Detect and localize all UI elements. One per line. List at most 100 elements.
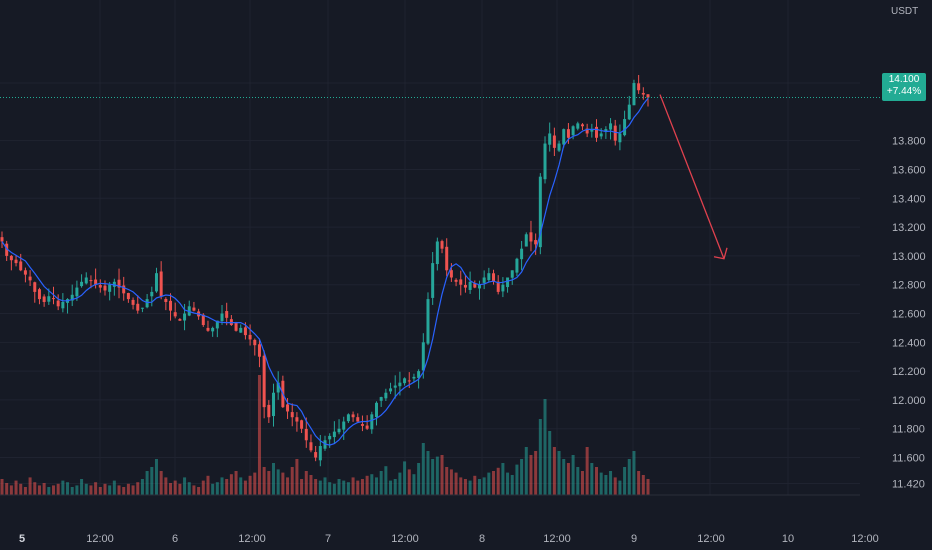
candle-body [272,392,276,417]
candle-body [211,327,215,332]
candle-body [346,414,350,422]
volume-bar [529,455,533,495]
volume-bar [164,477,168,495]
price-tick-label: 13.000 [892,251,926,263]
volume-bar [131,485,135,495]
time-tick-label: 8 [479,533,485,545]
price-tick-label: 13.400 [892,193,926,205]
candle-body [183,313,187,321]
volume-bar [23,487,27,495]
price-axis: 14.20013.80013.60013.40013.20013.00012.8… [892,78,926,490]
candle-body [28,276,32,281]
time-tick-label: 7 [325,533,331,545]
candle-body [239,327,243,333]
candle-body [70,294,74,301]
price-tick-label: 12.000 [892,395,926,407]
candle-body [623,119,627,136]
volume-bar [332,483,336,495]
volume-bar [417,463,421,495]
chart-grid [0,0,860,495]
candle-body [253,339,257,346]
volume-bar [150,467,154,495]
price-tick-label: 11.800 [892,424,925,436]
candle-body [599,133,603,137]
candle-body [225,311,229,318]
candle-body [482,277,486,283]
candle-body [178,319,182,321]
candle-body [23,270,27,275]
candle-body [220,313,224,321]
candle-body [576,123,580,129]
candle-body [473,283,477,288]
last-price-tag: 14.100 +7.44% [882,73,926,101]
price-tick-label: 12.400 [892,337,926,349]
volume-bar [365,475,369,495]
time-tick-label: 12:00 [543,533,571,545]
volume-bar [454,472,458,495]
volume-bar [412,474,416,495]
candle-body [515,258,519,273]
candle-body [342,421,346,430]
volume-bar [403,461,407,495]
candle-body [468,281,472,290]
candle-body [328,435,332,440]
volume-bar [459,477,463,495]
volume-bar [239,477,243,495]
candle-body [126,293,130,300]
volume-bar [187,482,191,495]
volume-bar [356,480,360,495]
volume-bar [557,451,561,495]
candle-body [140,307,144,309]
volume-bar [229,474,233,495]
volume-bar [309,475,313,495]
volume-bar [304,471,308,495]
candle-body [159,271,163,297]
candle-body [431,263,435,298]
time-tick-label: 12:00 [238,533,266,545]
candle-body [98,285,102,288]
volume-bar [19,483,23,495]
volume-bar [463,479,467,495]
candle-body [449,270,453,278]
candle-body [618,133,622,143]
candle-body [492,273,496,282]
volume-bar [407,469,411,495]
volume-bar [487,472,491,495]
candle-body [276,382,280,393]
candle-body [552,135,556,148]
volume-bar [253,472,257,495]
volume-bar [103,483,107,495]
volume-bar [94,482,98,495]
candle-body [543,143,547,180]
candle-body [201,314,205,326]
volume-bar [492,471,496,495]
volume-bar [211,483,215,495]
time-axis: 5 12:00 6 12:00 7 12:00 8 12:00 9 12:00 10 12:00 [19,533,879,545]
candle-body [314,452,318,458]
volume-bar [75,485,79,495]
volume-bar [632,451,636,495]
time-tick-label: 9 [631,533,637,545]
candle-body [632,83,636,106]
volume-bar [145,471,149,495]
candle-body [590,129,594,132]
volume-bar [552,447,556,495]
volume-bar [360,479,364,495]
price-tick-label: 13.200 [892,222,926,234]
volume-bar [276,469,280,495]
volume-bar [421,443,425,495]
time-tick-label: 12:00 [391,533,419,545]
candle-body [637,83,641,91]
volume-bar [201,480,205,495]
candle-body [304,428,308,441]
candle-body [37,289,41,300]
volume-bar [56,483,60,495]
time-tick-label: 12:00 [851,533,879,545]
volume-bar [440,455,444,495]
volume-bar [323,477,327,495]
candle-body [379,397,383,401]
candle-body [103,285,107,291]
candlesticks [0,74,650,467]
candle-body [290,412,294,418]
